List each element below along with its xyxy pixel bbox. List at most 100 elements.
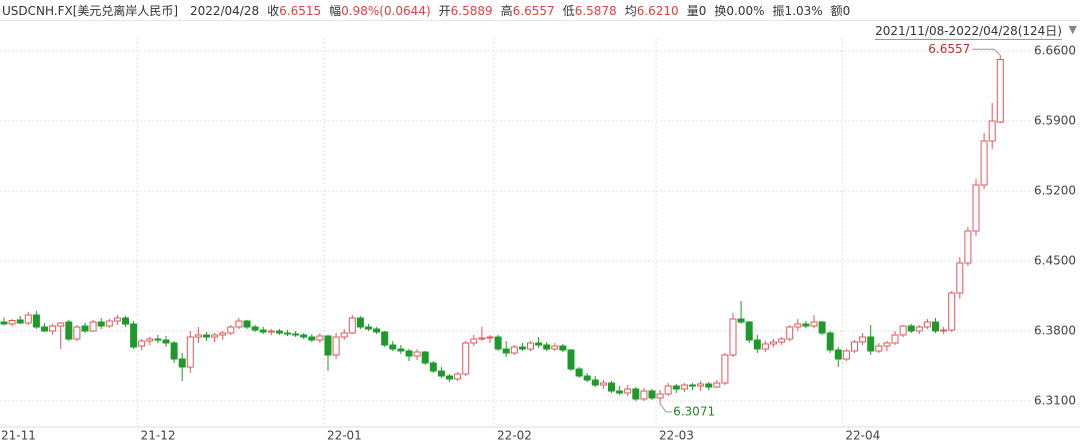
candle-body (518, 346, 526, 350)
candle-body (713, 382, 721, 388)
candle-body (73, 326, 81, 340)
field-label: 开 (438, 4, 451, 18)
candle-body (875, 345, 883, 352)
candle-body (437, 370, 445, 377)
max-label: 6.6557 (928, 42, 970, 56)
candle-body (778, 338, 786, 343)
candle-body (105, 320, 113, 327)
field-label: 换 (714, 4, 727, 18)
candle-body (130, 323, 138, 348)
candle-body (81, 325, 89, 332)
field-value: 6.6557 (512, 4, 555, 18)
candle-body (907, 325, 915, 332)
candle-body (454, 373, 462, 380)
candle-body (462, 342, 470, 375)
date: 2022/04/28 (189, 4, 260, 18)
candle-body (575, 368, 583, 377)
candle-body (162, 339, 170, 344)
candle-body (365, 326, 372, 330)
candle-body (599, 382, 607, 386)
candle-body (186, 336, 194, 368)
candle-body (721, 354, 729, 384)
field-value: 6.6210 (636, 4, 679, 18)
candle-body (510, 346, 518, 354)
x-tick-label: 22-01 (327, 429, 362, 443)
candle-body (867, 336, 875, 352)
candle-body (340, 332, 348, 338)
candle-body (259, 329, 267, 333)
candle-body (697, 383, 705, 387)
candle-body (429, 362, 437, 372)
candle-body (834, 349, 842, 360)
candle-body (915, 326, 923, 332)
field-value: 0 (698, 4, 707, 18)
candle-body (956, 262, 964, 294)
quote-field: 换0.00% (714, 4, 764, 18)
candle-body (235, 320, 243, 328)
candle-body (57, 322, 65, 327)
candle-body (591, 379, 599, 386)
range-selector[interactable]: 2021/11/08-2022/04/28(124日) (875, 24, 1062, 40)
candle-body (373, 328, 381, 333)
candle-body (421, 351, 429, 364)
candle-body (672, 385, 680, 390)
candle-body (275, 330, 283, 334)
candle-body (97, 321, 105, 327)
field-value: 6.5889 (450, 4, 493, 18)
candle-body (899, 325, 907, 336)
candle-body (932, 321, 939, 332)
candle-body (16, 319, 24, 324)
x-tick-label: 22-03 (659, 429, 694, 443)
candle-body (211, 334, 219, 338)
candle-body (705, 383, 713, 388)
candle-body (632, 388, 640, 400)
candle-body (583, 375, 591, 381)
candle-body (267, 330, 275, 333)
candle-body (122, 317, 129, 325)
candle-body (502, 348, 510, 354)
x-tick-label: 21-11 (1, 429, 36, 443)
quote-field: 振1.03% (773, 4, 823, 18)
candle-body (0, 321, 8, 325)
candle-body (745, 321, 753, 341)
candle-body (680, 384, 688, 390)
x-tick-label: 22-04 (845, 429, 880, 443)
quote-field: 均6.6210 (625, 4, 679, 18)
field-value: 1.03% (784, 4, 823, 18)
dropdown-arrow[interactable]: ▼ (1068, 23, 1077, 36)
quote-field: 额0 (831, 4, 851, 18)
candle-body (348, 317, 356, 334)
candle-body (146, 338, 154, 342)
candle-body (154, 338, 162, 341)
x-tick-label: 22-02 (497, 429, 532, 443)
candle-body (243, 320, 251, 328)
candle-body (308, 336, 316, 341)
y-tick-label: 6.3100 (1034, 394, 1076, 408)
candle-body (940, 329, 948, 332)
candle-body (486, 336, 494, 339)
field-label: 额 (830, 4, 843, 18)
candle-body (786, 326, 794, 340)
candle-body (802, 323, 810, 327)
candle-body (664, 385, 672, 395)
candle-body (640, 390, 648, 400)
candle-body (753, 339, 761, 350)
candle-body (737, 318, 745, 323)
candle-body (494, 336, 502, 350)
candle-body (543, 344, 551, 350)
field-label: 收 (267, 4, 280, 18)
candle-body (729, 318, 737, 356)
candle-body (535, 342, 543, 346)
candle-body (883, 342, 891, 347)
field-value: 0.00% (726, 4, 765, 18)
field-value: 0.98%(0.0644) (341, 4, 431, 18)
candle-body (194, 334, 202, 338)
candle-body (810, 321, 818, 327)
field-label: 低 (562, 4, 575, 18)
candle-body (826, 332, 834, 351)
candle-body (559, 345, 567, 351)
candle-body (381, 331, 389, 346)
candle-body (608, 382, 615, 392)
